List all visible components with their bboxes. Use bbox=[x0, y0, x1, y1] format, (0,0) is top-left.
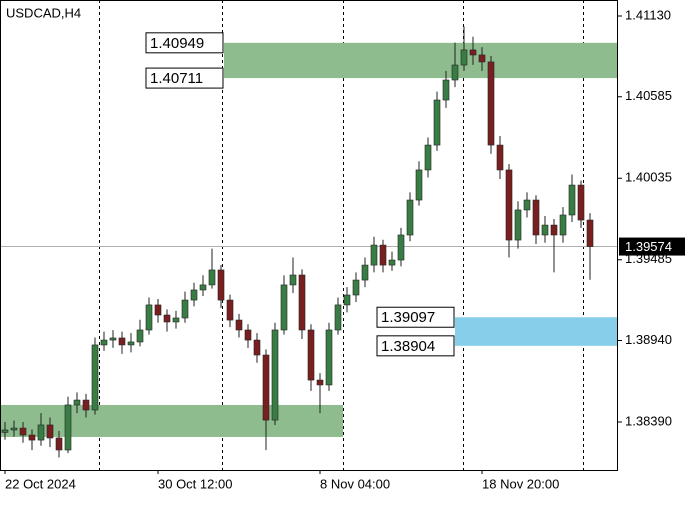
candle-body bbox=[19, 427, 27, 436]
candle-body bbox=[64, 404, 72, 451]
candle-body bbox=[154, 304, 162, 316]
last-price-box bbox=[619, 237, 685, 256]
zone-label-box bbox=[145, 32, 224, 54]
y-tick-label: 1.40585 bbox=[625, 88, 672, 103]
candle-body bbox=[262, 354, 270, 421]
candle-body bbox=[208, 269, 216, 286]
candle-body bbox=[190, 289, 198, 301]
candle-body bbox=[487, 61, 495, 146]
zone-label-box bbox=[145, 67, 224, 89]
candle-body bbox=[496, 144, 504, 171]
candle-body bbox=[91, 344, 99, 411]
candle-body bbox=[586, 219, 594, 247]
candle-body bbox=[73, 399, 81, 406]
candle-body bbox=[406, 199, 414, 236]
candle-body bbox=[289, 274, 297, 286]
candle-body bbox=[271, 329, 279, 421]
x-tick-label: 18 Nov 20:00 bbox=[482, 476, 559, 491]
candle-body bbox=[568, 184, 576, 216]
candle-body bbox=[307, 329, 315, 381]
zone-label: 1.40711 bbox=[150, 70, 203, 87]
candle-body bbox=[577, 184, 585, 221]
candle-body bbox=[451, 64, 459, 81]
candle-body bbox=[559, 214, 567, 236]
plot bbox=[1, 26, 594, 458]
candle-body bbox=[163, 314, 171, 323]
candle-body bbox=[343, 294, 351, 306]
candle-body bbox=[478, 54, 486, 63]
candle-body bbox=[253, 339, 261, 356]
candle-body bbox=[415, 169, 423, 201]
candle-body bbox=[361, 264, 369, 281]
y-tick-label: 1.41130 bbox=[625, 7, 671, 22]
candle-body bbox=[100, 339, 108, 346]
y-tick-label: 1.38940 bbox=[625, 332, 672, 347]
candle-body bbox=[172, 317, 180, 323]
candle-body bbox=[127, 341, 135, 346]
candle-body bbox=[424, 144, 432, 171]
candle-body bbox=[199, 284, 207, 291]
candle-body bbox=[10, 427, 18, 431]
candle-body bbox=[514, 209, 522, 241]
candle-body bbox=[1, 429, 9, 433]
candle-body bbox=[244, 329, 252, 341]
y-tick-label: 1.38390 bbox=[625, 413, 672, 428]
candle-body bbox=[460, 49, 468, 66]
zone bbox=[224, 42, 617, 79]
y-tick-label: 1.40035 bbox=[625, 170, 672, 185]
candle-body bbox=[46, 424, 54, 439]
candle-body bbox=[280, 284, 288, 331]
candle-body bbox=[442, 79, 450, 101]
zones bbox=[0, 42, 617, 437]
candle-body bbox=[370, 244, 378, 266]
plot-frame bbox=[0, 0, 618, 471]
zone-label: 1.40949 bbox=[150, 35, 204, 52]
candle-body bbox=[433, 99, 441, 146]
zone-label: 1.39097 bbox=[381, 309, 435, 326]
candle-body bbox=[118, 337, 126, 346]
candle-body bbox=[298, 274, 306, 331]
candle-body bbox=[82, 399, 90, 411]
candle-body bbox=[181, 299, 189, 319]
candle-body bbox=[397, 234, 405, 261]
x-tick-label: 22 Oct 2024 bbox=[5, 476, 76, 491]
candle-body bbox=[469, 49, 477, 56]
candle-body bbox=[550, 224, 558, 236]
candle-body bbox=[55, 437, 63, 451]
candle-body bbox=[379, 244, 387, 266]
candle-body bbox=[109, 337, 117, 341]
candle-body bbox=[37, 424, 45, 441]
zone bbox=[455, 317, 617, 346]
candle-body bbox=[523, 199, 531, 211]
candle-body bbox=[28, 434, 36, 441]
candle-body bbox=[352, 279, 360, 296]
zone-label-box bbox=[376, 306, 455, 328]
zone-label: 1.38904 bbox=[381, 338, 435, 355]
candle-body bbox=[145, 304, 153, 331]
candle-body bbox=[388, 259, 396, 266]
x-tick-label: 30 Oct 12:00 bbox=[158, 476, 232, 491]
candle-body bbox=[136, 329, 144, 343]
candle-body bbox=[334, 304, 342, 331]
candle-body bbox=[217, 269, 225, 301]
candle-body bbox=[532, 199, 540, 236]
zone-label-box bbox=[376, 335, 455, 357]
candle-body bbox=[316, 379, 324, 386]
candle-body bbox=[235, 319, 243, 331]
candle-body bbox=[226, 299, 234, 321]
candle-body bbox=[541, 224, 549, 236]
candle-body bbox=[505, 169, 513, 241]
candle-body bbox=[325, 329, 333, 386]
x-tick-label: 8 Nov 04:00 bbox=[320, 476, 390, 491]
chart-title: USDCAD,H4 bbox=[6, 5, 81, 20]
zone bbox=[0, 404, 343, 437]
last-price-label: 1.39574 bbox=[625, 239, 672, 254]
